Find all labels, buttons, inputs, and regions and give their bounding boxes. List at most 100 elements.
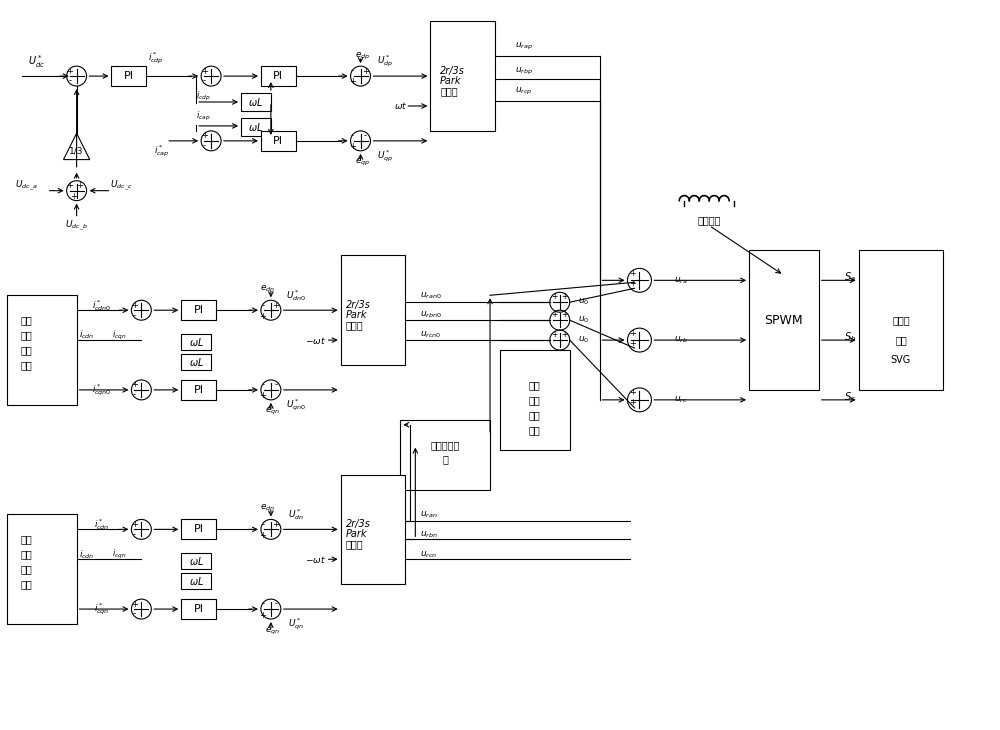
Text: $U^*_{qn0}$: $U^*_{qn0}$ xyxy=(286,397,306,412)
Text: $u_{rcn0}$: $u_{rcn0}$ xyxy=(420,330,442,340)
FancyBboxPatch shape xyxy=(181,599,216,619)
Text: $e_{qp}$: $e_{qp}$ xyxy=(355,157,370,169)
Text: $U^*_{qp}$: $U^*_{qp}$ xyxy=(377,148,394,164)
Text: 检测: 检测 xyxy=(21,360,33,370)
Text: $-\omega t$: $-\omega t$ xyxy=(305,334,326,345)
Text: +: + xyxy=(76,181,83,191)
FancyBboxPatch shape xyxy=(181,300,216,320)
FancyBboxPatch shape xyxy=(261,131,296,151)
Text: 零序: 零序 xyxy=(529,380,541,390)
Text: $\omega L$: $\omega L$ xyxy=(248,96,263,108)
Text: 指令: 指令 xyxy=(21,579,33,589)
Text: $u_{rcn}$: $u_{rcn}$ xyxy=(420,549,438,559)
Text: $i^*_{cqn}$: $i^*_{cqn}$ xyxy=(94,602,109,617)
Text: $e_{dn}$: $e_{dn}$ xyxy=(260,502,275,512)
FancyBboxPatch shape xyxy=(400,420,490,490)
Text: -: - xyxy=(261,301,264,310)
Text: +: + xyxy=(562,330,568,339)
Text: $U^*_{dn}$: $U^*_{dn}$ xyxy=(288,507,304,522)
Text: PI: PI xyxy=(124,71,134,81)
Text: $U_{dc\_a}$: $U_{dc\_a}$ xyxy=(15,178,38,193)
Text: SPWM: SPWM xyxy=(765,314,803,326)
FancyBboxPatch shape xyxy=(859,250,943,390)
FancyBboxPatch shape xyxy=(341,474,405,584)
Text: 反变换: 反变换 xyxy=(346,320,363,330)
Text: $U^*_{dn0}$: $U^*_{dn0}$ xyxy=(286,288,306,303)
Text: $-\omega t$: $-\omega t$ xyxy=(305,554,326,565)
Text: +: + xyxy=(259,610,266,620)
Text: $\omega L$: $\omega L$ xyxy=(189,556,204,567)
Text: $u_{rc}$: $u_{rc}$ xyxy=(674,395,688,405)
Text: 反变换: 反变换 xyxy=(346,539,363,549)
Text: +: + xyxy=(259,312,266,320)
Text: $i_{cdn}$: $i_{cdn}$ xyxy=(79,328,94,342)
Text: 1/3: 1/3 xyxy=(69,146,84,155)
Text: -: - xyxy=(203,142,206,150)
Text: $U_{dc\_c}$: $U_{dc\_c}$ xyxy=(110,178,133,193)
FancyBboxPatch shape xyxy=(181,334,211,350)
Text: $\omega t$: $\omega t$ xyxy=(394,101,407,112)
FancyBboxPatch shape xyxy=(430,21,495,131)
Text: $i_{cdn}$: $i_{cdn}$ xyxy=(79,548,94,561)
Text: 注入: 注入 xyxy=(21,564,33,575)
Text: $U^*_{dp}$: $U^*_{dp}$ xyxy=(377,53,394,69)
Text: 反变换: 反变换 xyxy=(440,86,458,96)
Text: PI: PI xyxy=(273,136,283,146)
FancyBboxPatch shape xyxy=(341,255,405,365)
Text: $i^*_{cdp}$: $i^*_{cdp}$ xyxy=(148,50,164,66)
Text: +: + xyxy=(629,388,636,397)
Text: $i^*_{cqn0}$: $i^*_{cqn0}$ xyxy=(92,382,111,398)
FancyBboxPatch shape xyxy=(7,295,77,405)
Text: $i^*_{cap}$: $i^*_{cap}$ xyxy=(154,143,169,158)
Text: 负序: 负序 xyxy=(21,330,33,340)
Text: $u_{rbn0}$: $u_{rbn0}$ xyxy=(420,310,442,320)
FancyBboxPatch shape xyxy=(111,66,146,86)
Text: +: + xyxy=(629,399,636,407)
Text: $S_c$: $S_c$ xyxy=(844,390,856,404)
Text: -: - xyxy=(274,380,277,389)
Text: $U^*_{qn}$: $U^*_{qn}$ xyxy=(288,616,304,631)
Text: +: + xyxy=(349,77,356,85)
FancyBboxPatch shape xyxy=(241,118,271,136)
Text: 电流: 电流 xyxy=(21,549,33,559)
Text: -: - xyxy=(203,77,206,85)
Text: +: + xyxy=(70,192,77,201)
Text: -: - xyxy=(351,66,354,76)
Text: $i_{cdp}$: $i_{cdp}$ xyxy=(196,90,211,103)
Text: 指令: 指令 xyxy=(529,425,541,435)
Text: $u_{rbn}$: $u_{rbn}$ xyxy=(420,529,438,539)
Text: 定: 定 xyxy=(442,455,448,464)
Text: $e_{qn}$: $e_{qn}$ xyxy=(265,407,280,418)
Text: $i_{cap}$: $i_{cap}$ xyxy=(196,110,211,123)
Text: $u_{rap}$: $u_{rap}$ xyxy=(515,41,533,52)
Text: -: - xyxy=(351,131,354,140)
Text: +: + xyxy=(259,391,266,400)
FancyBboxPatch shape xyxy=(500,350,570,450)
Text: $S_b$: $S_b$ xyxy=(844,330,856,344)
FancyBboxPatch shape xyxy=(181,380,216,400)
Text: +: + xyxy=(552,310,558,319)
Text: -: - xyxy=(133,391,136,399)
Text: $u_{ran0}$: $u_{ran0}$ xyxy=(420,290,442,301)
Text: -: - xyxy=(133,311,136,320)
Text: PI: PI xyxy=(194,524,204,534)
Text: -: - xyxy=(133,610,136,618)
Text: -: - xyxy=(274,599,277,609)
Text: Park: Park xyxy=(346,529,367,539)
Text: 2r/3s: 2r/3s xyxy=(346,300,370,310)
FancyBboxPatch shape xyxy=(181,354,211,370)
Text: $\omega L$: $\omega L$ xyxy=(189,575,204,587)
Text: $\omega L$: $\omega L$ xyxy=(248,121,263,133)
FancyBboxPatch shape xyxy=(261,66,296,86)
Text: PI: PI xyxy=(273,71,283,81)
FancyBboxPatch shape xyxy=(181,520,216,539)
Text: +: + xyxy=(66,181,73,191)
Text: 2r/3s: 2r/3s xyxy=(346,519,370,529)
Text: $i^*_{cdn}$: $i^*_{cdn}$ xyxy=(94,517,109,532)
Text: 2r/3s: 2r/3s xyxy=(440,66,465,76)
Text: 电压: 电压 xyxy=(529,395,541,405)
FancyBboxPatch shape xyxy=(7,515,77,624)
Text: +: + xyxy=(362,66,369,76)
Text: +: + xyxy=(201,66,208,76)
Text: 注入: 注入 xyxy=(529,410,541,420)
